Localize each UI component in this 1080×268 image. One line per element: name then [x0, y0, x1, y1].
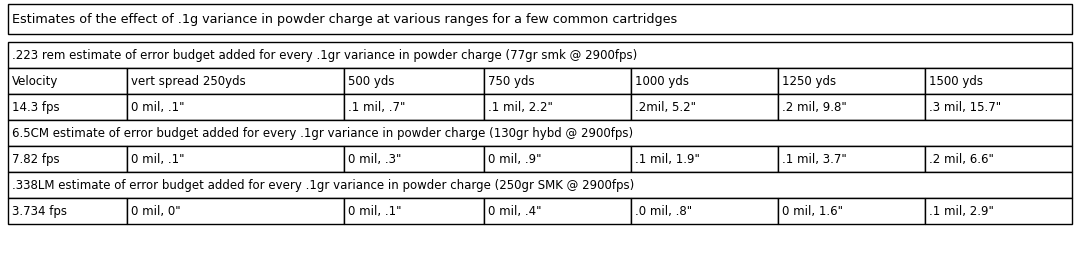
Bar — [924, 198, 1072, 224]
Bar — [8, 68, 126, 94]
Bar — [631, 94, 778, 120]
Bar — [8, 94, 126, 120]
Text: 1000 yds: 1000 yds — [635, 75, 689, 87]
Bar — [924, 94, 1072, 120]
Bar — [8, 172, 1072, 198]
Bar — [484, 146, 631, 172]
Text: 6.5CM estimate of error budget added for every .1gr variance in powder charge (1: 6.5CM estimate of error budget added for… — [12, 126, 633, 140]
Text: .0 mil, .8": .0 mil, .8" — [635, 204, 692, 218]
Bar — [126, 198, 343, 224]
Bar — [343, 68, 484, 94]
Text: .338LM estimate of error budget added for every .1gr variance in powder charge (: .338LM estimate of error budget added fo… — [12, 178, 634, 192]
Text: Estimates of the effect of .1g variance in powder charge at various ranges for a: Estimates of the effect of .1g variance … — [12, 13, 677, 25]
Text: .2mil, 5.2": .2mil, 5.2" — [635, 100, 696, 114]
Bar — [8, 198, 126, 224]
Bar — [126, 68, 343, 94]
Text: .2 mil, 6.6": .2 mil, 6.6" — [929, 152, 994, 166]
Text: .1 mil, 2.9": .1 mil, 2.9" — [929, 204, 994, 218]
Bar — [778, 198, 924, 224]
Text: Velocity: Velocity — [12, 75, 58, 87]
Text: .1 mil, .7": .1 mil, .7" — [348, 100, 405, 114]
Text: .223 rem estimate of error budget added for every .1gr variance in powder charge: .223 rem estimate of error budget added … — [12, 49, 637, 61]
Bar — [778, 146, 924, 172]
Bar — [924, 68, 1072, 94]
Bar — [778, 94, 924, 120]
Bar — [343, 198, 484, 224]
Text: 1250 yds: 1250 yds — [782, 75, 836, 87]
Bar — [631, 68, 778, 94]
Text: 0 mil, .1": 0 mil, .1" — [348, 204, 401, 218]
Text: .1 mil, 1.9": .1 mil, 1.9" — [635, 152, 700, 166]
Text: 0 mil, .1": 0 mil, .1" — [131, 100, 184, 114]
Text: .2 mil, 9.8": .2 mil, 9.8" — [782, 100, 847, 114]
Text: 0 mil, .9": 0 mil, .9" — [487, 152, 541, 166]
Bar — [484, 68, 631, 94]
Text: 0 mil, .4": 0 mil, .4" — [487, 204, 541, 218]
Text: 750 yds: 750 yds — [487, 75, 535, 87]
Text: vert spread 250yds: vert spread 250yds — [131, 75, 245, 87]
Bar — [343, 146, 484, 172]
Text: .3 mil, 15.7": .3 mil, 15.7" — [929, 100, 1001, 114]
Bar — [126, 146, 343, 172]
Text: 1500 yds: 1500 yds — [929, 75, 983, 87]
Bar — [924, 146, 1072, 172]
Text: 7.82 fps: 7.82 fps — [12, 152, 59, 166]
Bar — [8, 120, 1072, 146]
Bar — [343, 94, 484, 120]
Bar — [8, 4, 1072, 34]
Bar — [8, 42, 1072, 68]
Text: 500 yds: 500 yds — [348, 75, 394, 87]
Bar — [484, 94, 631, 120]
Text: 0 mil, 1.6": 0 mil, 1.6" — [782, 204, 842, 218]
Text: .1 mil, 3.7": .1 mil, 3.7" — [782, 152, 847, 166]
Text: 0 mil, .3": 0 mil, .3" — [348, 152, 401, 166]
Text: 14.3 fps: 14.3 fps — [12, 100, 59, 114]
Text: 3.734 fps: 3.734 fps — [12, 204, 67, 218]
Text: 0 mil, 0": 0 mil, 0" — [131, 204, 180, 218]
Text: .1 mil, 2.2": .1 mil, 2.2" — [487, 100, 553, 114]
Bar — [631, 198, 778, 224]
Bar — [484, 198, 631, 224]
Bar — [631, 146, 778, 172]
Text: 0 mil, .1": 0 mil, .1" — [131, 152, 184, 166]
Bar — [126, 94, 343, 120]
Bar — [8, 146, 126, 172]
Bar — [778, 68, 924, 94]
